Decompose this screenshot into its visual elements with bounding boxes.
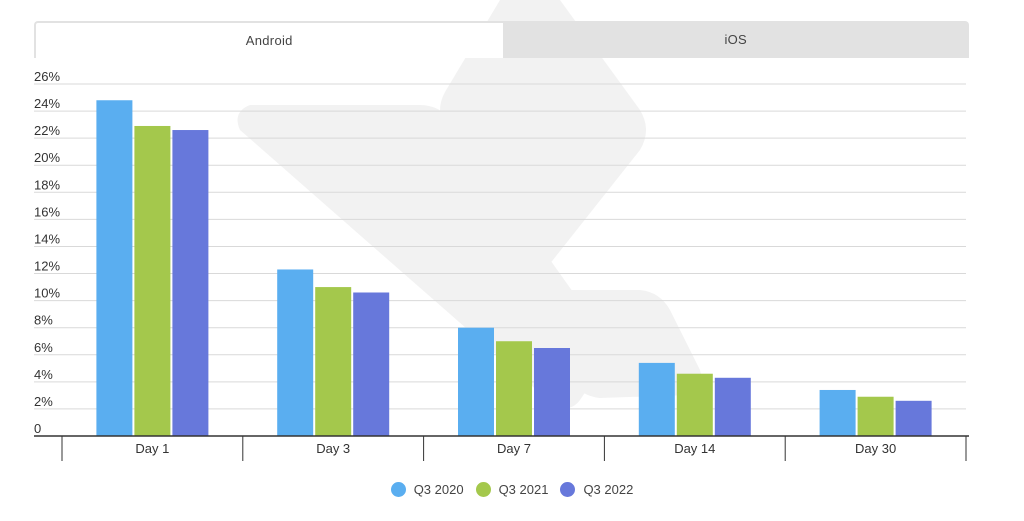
- tab-android[interactable]: Android: [34, 21, 503, 58]
- bar: [638, 362, 675, 436]
- bar: [895, 400, 932, 436]
- bar: [353, 292, 390, 436]
- y-tick-label: 2%: [34, 394, 53, 409]
- legend-label-q3-2021: Q3 2021: [498, 482, 549, 497]
- y-tick-label: 6%: [34, 340, 53, 355]
- x-tick-label: Day 3: [316, 441, 350, 456]
- y-tick-label: 10%: [34, 286, 60, 301]
- x-tick-label: Day 14: [674, 441, 715, 456]
- bar: [134, 125, 171, 436]
- legend-item-q3-2021[interactable]: Q3 2021: [475, 482, 549, 497]
- tab-ios[interactable]: iOS: [502, 21, 969, 58]
- x-tick-label: Day 7: [497, 441, 531, 456]
- y-tick-label: 4%: [34, 367, 53, 382]
- y-tick-label: 0: [34, 421, 41, 436]
- legend-item-q3-2022[interactable]: Q3 2022: [560, 482, 633, 497]
- y-tick-label: 24%: [34, 96, 60, 111]
- legend-item-q3-2020[interactable]: Q3 2020: [390, 482, 464, 497]
- y-tick-label: 14%: [34, 231, 60, 246]
- y-tick-label: 26%: [34, 69, 60, 84]
- y-tick-label: 12%: [34, 259, 60, 274]
- chart-legend: Q3 2020 Q3 2021 Q3 2022: [0, 482, 1024, 497]
- bar: [676, 373, 713, 436]
- legend-label-q3-2022: Q3 2022: [583, 482, 634, 497]
- legend-swatch-q3-2022: [560, 482, 576, 497]
- bar: [534, 348, 570, 436]
- y-tick-label: 22%: [34, 123, 60, 138]
- platform-tabs: Android iOS: [34, 21, 969, 58]
- x-tick-label: Day 30: [855, 441, 896, 456]
- bar: [458, 327, 494, 436]
- bar: [96, 100, 133, 436]
- legend-swatch-q3-2021: [475, 482, 491, 497]
- bar: [172, 130, 209, 436]
- bar: [315, 287, 352, 436]
- x-tick-label: Day 1: [135, 441, 169, 456]
- bar: [714, 377, 751, 436]
- y-tick-label: 16%: [34, 204, 60, 219]
- legend-label-q3-2020: Q3 2020: [413, 482, 464, 497]
- y-tick-label: 8%: [34, 313, 53, 328]
- bar: [277, 269, 314, 436]
- legend-swatch-q3-2020: [390, 482, 406, 497]
- bar: [857, 396, 894, 436]
- y-tick-label: 18%: [34, 177, 60, 192]
- bar: [819, 389, 856, 436]
- bar: [496, 341, 532, 436]
- y-tick-label: 20%: [34, 150, 60, 165]
